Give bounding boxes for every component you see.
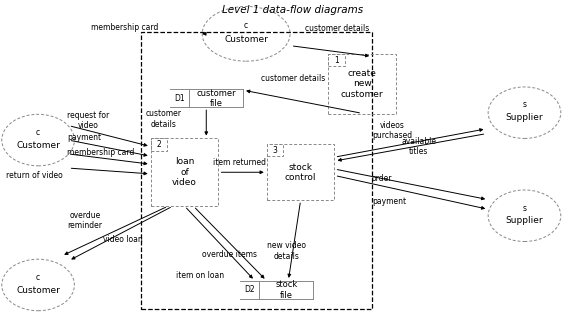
Text: 1: 1 bbox=[334, 56, 339, 64]
Text: customer
details: customer details bbox=[145, 109, 181, 129]
Text: Customer: Customer bbox=[224, 35, 268, 44]
Text: item on loan: item on loan bbox=[176, 271, 224, 280]
Text: Supplier: Supplier bbox=[506, 113, 543, 122]
Text: overdue
reminder: overdue reminder bbox=[67, 211, 103, 230]
Text: return of video: return of video bbox=[6, 171, 63, 180]
Text: s: s bbox=[523, 100, 526, 109]
Text: new video
details: new video details bbox=[267, 242, 306, 261]
Bar bbox=[151, 138, 219, 206]
Text: payment: payment bbox=[67, 133, 101, 142]
Bar bbox=[151, 138, 168, 151]
Text: c: c bbox=[244, 21, 248, 30]
Text: request for
video: request for video bbox=[67, 111, 110, 130]
Text: s: s bbox=[523, 204, 526, 213]
Bar bbox=[267, 144, 284, 156]
Text: item returned: item returned bbox=[213, 158, 265, 167]
Text: membership card: membership card bbox=[91, 23, 158, 32]
Text: video loan: video loan bbox=[103, 235, 142, 244]
Text: overdue items: overdue items bbox=[202, 250, 257, 259]
Text: customer details: customer details bbox=[305, 24, 369, 33]
Text: D1: D1 bbox=[174, 94, 185, 103]
Text: membership card: membership card bbox=[67, 148, 135, 157]
Text: payment: payment bbox=[372, 197, 406, 206]
Text: 3: 3 bbox=[272, 146, 278, 155]
Text: c: c bbox=[36, 273, 40, 282]
Text: Customer: Customer bbox=[16, 286, 60, 295]
Text: Customer: Customer bbox=[16, 141, 60, 150]
Text: loan
of
video: loan of video bbox=[172, 157, 197, 187]
Text: Level 1 data-flow diagrams: Level 1 data-flow diagrams bbox=[223, 5, 363, 15]
Text: stock
control: stock control bbox=[285, 163, 316, 182]
Bar bbox=[141, 32, 372, 309]
Bar bbox=[328, 54, 396, 114]
Bar bbox=[328, 54, 345, 66]
Text: stock
file: stock file bbox=[275, 280, 297, 299]
Text: customer details: customer details bbox=[261, 74, 325, 83]
Text: Supplier: Supplier bbox=[506, 216, 543, 225]
Text: available
titles: available titles bbox=[401, 137, 437, 156]
Text: order: order bbox=[372, 174, 393, 183]
Text: customer
file: customer file bbox=[196, 89, 236, 108]
Text: D2: D2 bbox=[244, 285, 255, 294]
Text: c: c bbox=[36, 128, 40, 137]
Text: videos
purchased: videos purchased bbox=[372, 121, 412, 140]
Bar bbox=[267, 144, 334, 200]
Text: 2: 2 bbox=[156, 140, 162, 149]
Text: create
new
customer: create new customer bbox=[341, 69, 383, 99]
